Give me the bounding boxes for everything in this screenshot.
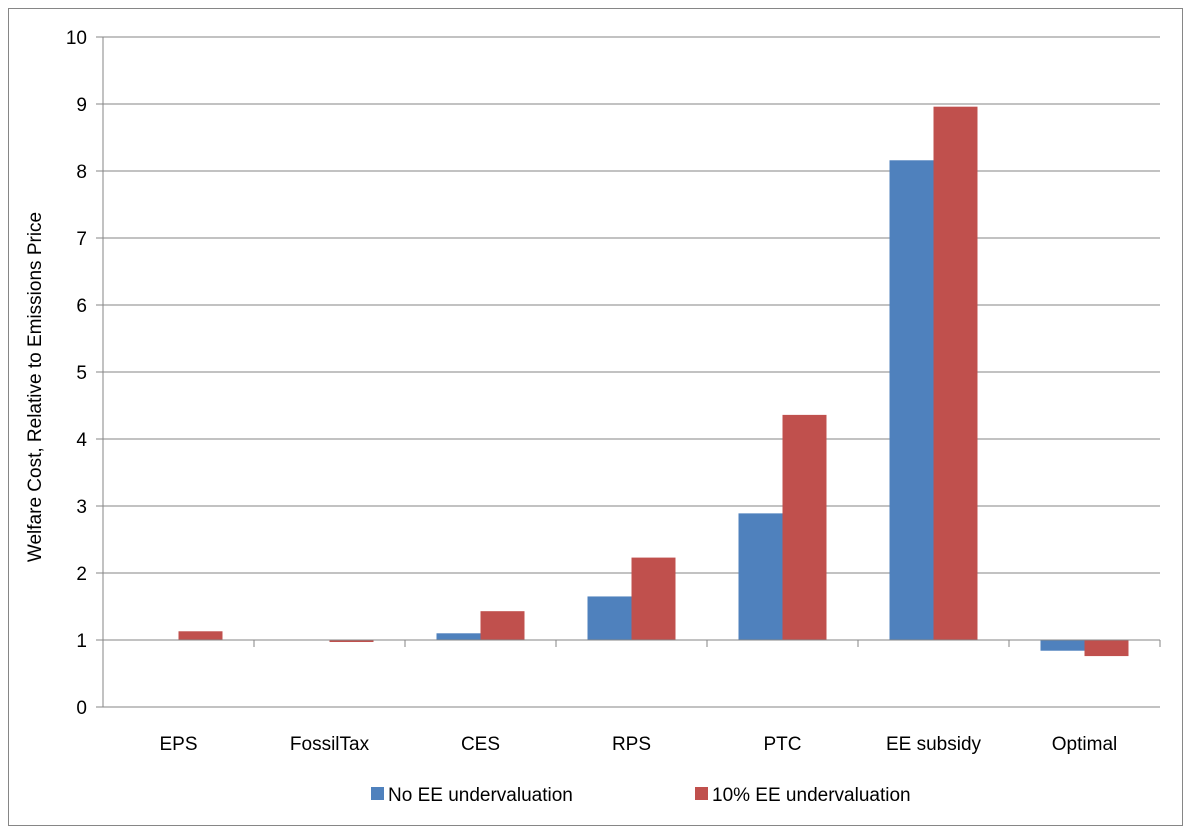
y-tick-label: 4 [76, 430, 87, 451]
legend-label: No EE undervaluation [388, 785, 573, 806]
bar [1084, 640, 1129, 657]
y-tick-label: 8 [76, 162, 87, 183]
bar [738, 513, 783, 640]
bar [933, 106, 978, 641]
y-tick-label: 7 [76, 229, 87, 250]
category-label: EE subsidy [886, 734, 982, 755]
y-axis-title: Welfare Cost, Relative to Emissions Pric… [25, 212, 46, 562]
bar [1040, 640, 1085, 651]
chart-area: 0 1 2 3 4 5 6 7 8 9 10 EPS FossilTax CES RPS PTC EE sub… [8, 8, 1183, 826]
y-tick-label: 1 [76, 631, 87, 652]
gridlines [96, 36, 1160, 708]
category-label: CES [461, 734, 500, 755]
bar [587, 596, 632, 640]
bar [631, 557, 676, 640]
category-label: EPS [159, 734, 197, 755]
legend-swatch [371, 787, 384, 800]
legend: No EE undervaluation 10% EE undervaluatio… [371, 785, 911, 806]
legend-label: 10% EE undervaluation [712, 785, 911, 806]
bar-chart: 0 1 2 3 4 5 6 7 8 9 10 EPS FossilTax CES RPS PTC EE sub… [25, 28, 1161, 806]
y-tick-label: 2 [76, 564, 87, 585]
category-label: Optimal [1052, 734, 1117, 755]
category-label: FossilTax [290, 734, 370, 755]
bar [178, 631, 223, 640]
category-labels: EPS FossilTax CES RPS PTC EE subsidy Optimal [159, 734, 1117, 755]
y-tick-label: 9 [76, 95, 87, 116]
bar [480, 611, 525, 640]
bar [329, 640, 374, 643]
bars [178, 106, 1129, 657]
y-tick-label: 0 [76, 698, 87, 719]
y-tick-label: 5 [76, 363, 87, 384]
bar [782, 414, 827, 640]
y-tick-labels: 0 1 2 3 4 5 6 7 8 9 10 [66, 28, 88, 719]
legend-swatch [695, 787, 708, 800]
bar [889, 160, 934, 640]
category-label: RPS [612, 734, 651, 755]
category-label: PTC [764, 734, 802, 755]
y-tick-label: 6 [76, 296, 87, 317]
bar [436, 633, 481, 640]
axes [102, 37, 1161, 707]
y-tick-label: 3 [76, 497, 87, 518]
y-tick-label: 10 [66, 28, 87, 49]
